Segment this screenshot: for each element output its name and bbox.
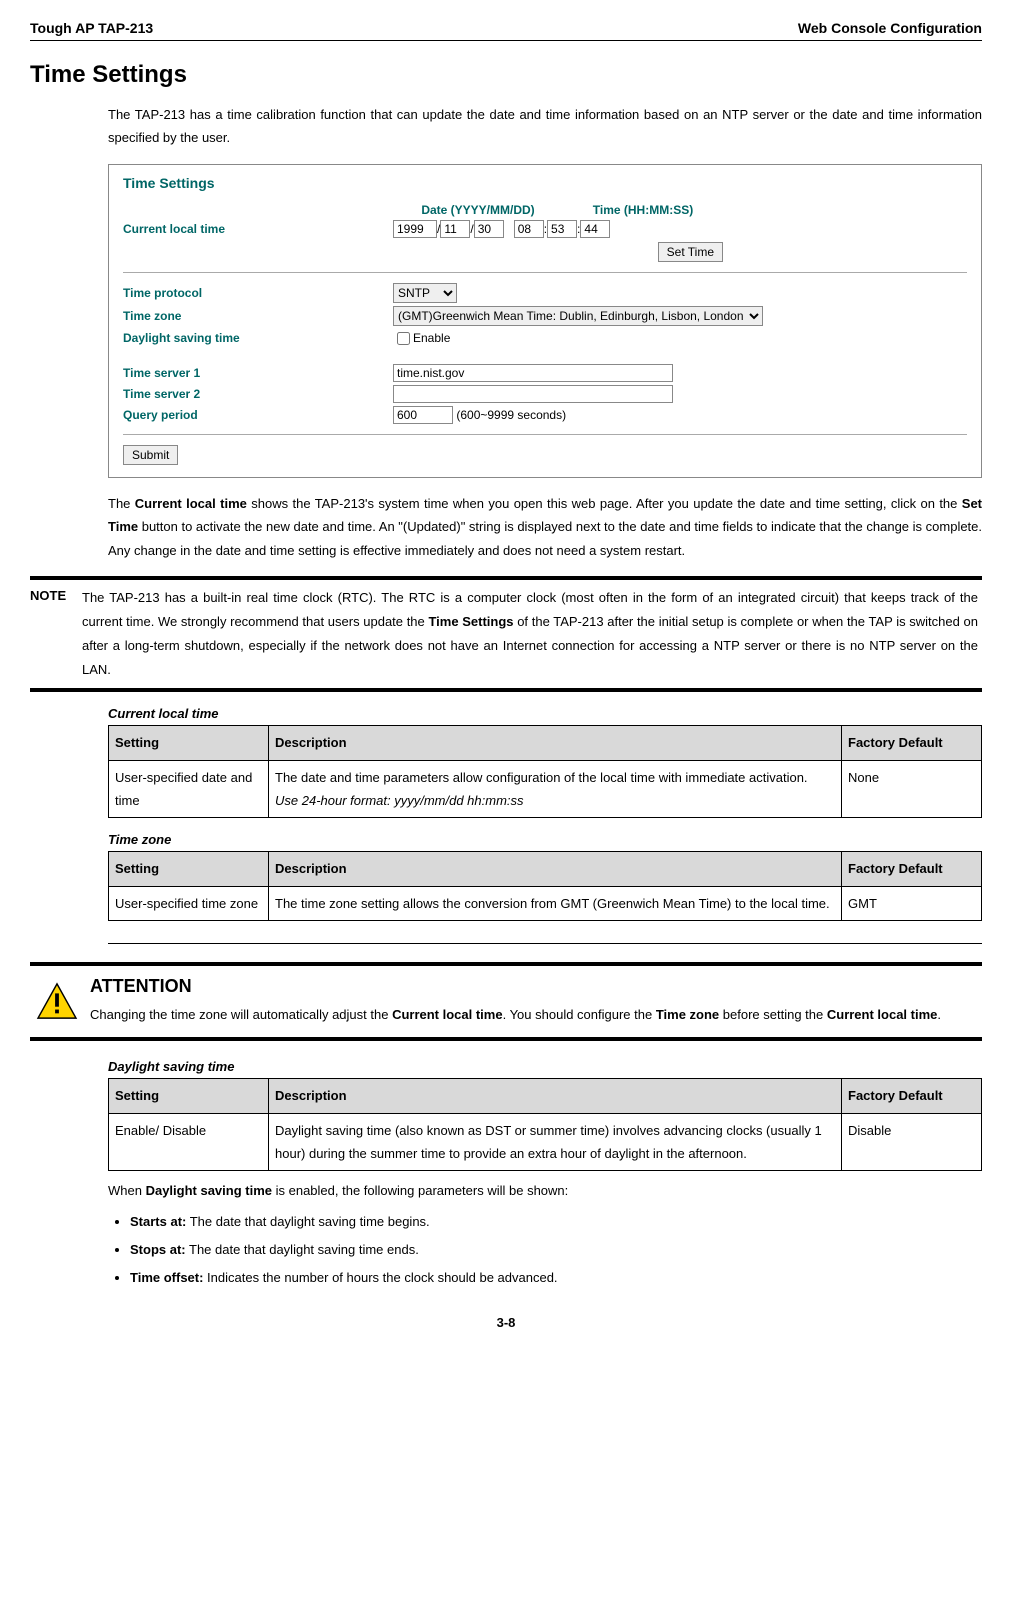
day-input[interactable] [474, 220, 504, 238]
list-item: Starts at: The date that daylight saving… [130, 1211, 982, 1233]
minute-input[interactable] [547, 220, 577, 238]
tz-desc: The time zone setting allows the convers… [269, 886, 842, 920]
date-column-head: Date (YYYY/MM/DD) [393, 203, 563, 217]
tz-setting: User-specified time zone [109, 886, 269, 920]
dst-setting: Enable/ Disable [109, 1113, 269, 1171]
attention-block: ATTENTION Changing the time zone will au… [30, 962, 982, 1041]
query-period-hint: (600~9999 seconds) [456, 408, 566, 422]
dst-checkbox[interactable] [397, 332, 410, 345]
clt-setting: User-specified date and time [109, 760, 269, 818]
submit-button[interactable]: Submit [123, 445, 178, 465]
tz-subhead: Time zone [108, 832, 982, 847]
time-zone-label: Time zone [123, 309, 393, 323]
page-title: Time Settings [30, 61, 982, 89]
clt-default: None [842, 760, 982, 818]
dst-desc: Daylight saving time (also known as DST … [269, 1113, 842, 1171]
page-header: Tough AP TAP-213 Web Console Configurati… [30, 20, 982, 41]
th-setting: Setting [109, 726, 269, 760]
dst-enable-text: Enable [413, 331, 450, 345]
time-server-2-input[interactable] [393, 385, 673, 403]
attention-body: Changing the time zone will automaticall… [90, 1003, 941, 1027]
divider [123, 434, 967, 435]
clt-table: Setting Description Factory Default User… [108, 725, 982, 818]
time-server-1-input[interactable] [393, 364, 673, 382]
year-input[interactable] [393, 220, 437, 238]
hour-input[interactable] [514, 220, 544, 238]
th-description: Description [269, 726, 842, 760]
header-left: Tough AP TAP-213 [30, 20, 153, 36]
time-server-2-label: Time server 2 [123, 387, 393, 401]
time-settings-screenshot: Time Settings Date (YYYY/MM/DD) Time (HH… [108, 164, 982, 478]
query-period-label: Query period [123, 408, 393, 422]
list-item: Time offset: Indicates the number of hou… [130, 1267, 982, 1289]
note-block: NOTE The TAP-213 has a built-in real tim… [30, 576, 982, 692]
second-input[interactable] [580, 220, 610, 238]
attention-top-rule [108, 943, 982, 944]
dst-params-list: Starts at: The date that daylight saving… [108, 1211, 982, 1289]
time-protocol-select[interactable]: SNTP [393, 283, 457, 303]
note-body: The TAP-213 has a built-in real time clo… [82, 586, 982, 682]
current-local-time-label: Current local time [123, 222, 393, 236]
intro-paragraph: The TAP-213 has a time calibration funct… [108, 103, 982, 150]
paragraph-current-local-time: The Current local time shows the TAP-213… [108, 492, 982, 562]
clt-desc: The date and time parameters allow confi… [269, 760, 842, 818]
set-time-button[interactable]: Set Time [658, 242, 723, 262]
th-default: Factory Default [842, 726, 982, 760]
dst-default: Disable [842, 1113, 982, 1171]
time-zone-select[interactable]: (GMT)Greenwich Mean Time: Dublin, Edinbu… [393, 306, 763, 326]
page-number: 3-8 [30, 1315, 982, 1330]
attention-title: ATTENTION [90, 976, 941, 997]
time-column-head: Time (HH:MM:SS) [563, 203, 723, 217]
note-label: NOTE [30, 586, 82, 682]
query-period-input[interactable] [393, 406, 453, 424]
divider [123, 272, 967, 273]
time-server-1-label: Time server 1 [123, 366, 393, 380]
th-description: Description [269, 1079, 842, 1113]
th-setting: Setting [109, 852, 269, 886]
header-right: Web Console Configuration [798, 20, 982, 36]
th-description: Description [269, 852, 842, 886]
time-protocol-label: Time protocol [123, 286, 393, 300]
dst-subhead: Daylight saving time [108, 1059, 982, 1074]
dst-table: Setting Description Factory Default Enab… [108, 1078, 982, 1171]
th-default: Factory Default [842, 852, 982, 886]
dst-enabled-intro: When Daylight saving time is enabled, th… [108, 1179, 982, 1202]
dst-label: Daylight saving time [123, 331, 393, 345]
tz-table: Setting Description Factory Default User… [108, 851, 982, 921]
tz-default: GMT [842, 886, 982, 920]
list-item: Stops at: The date that daylight saving … [130, 1239, 982, 1261]
warning-icon [36, 982, 78, 1020]
th-default: Factory Default [842, 1079, 982, 1113]
clt-subhead: Current local time [108, 706, 982, 721]
th-setting: Setting [109, 1079, 269, 1113]
month-input[interactable] [440, 220, 470, 238]
ss-heading: Time Settings [123, 175, 967, 191]
